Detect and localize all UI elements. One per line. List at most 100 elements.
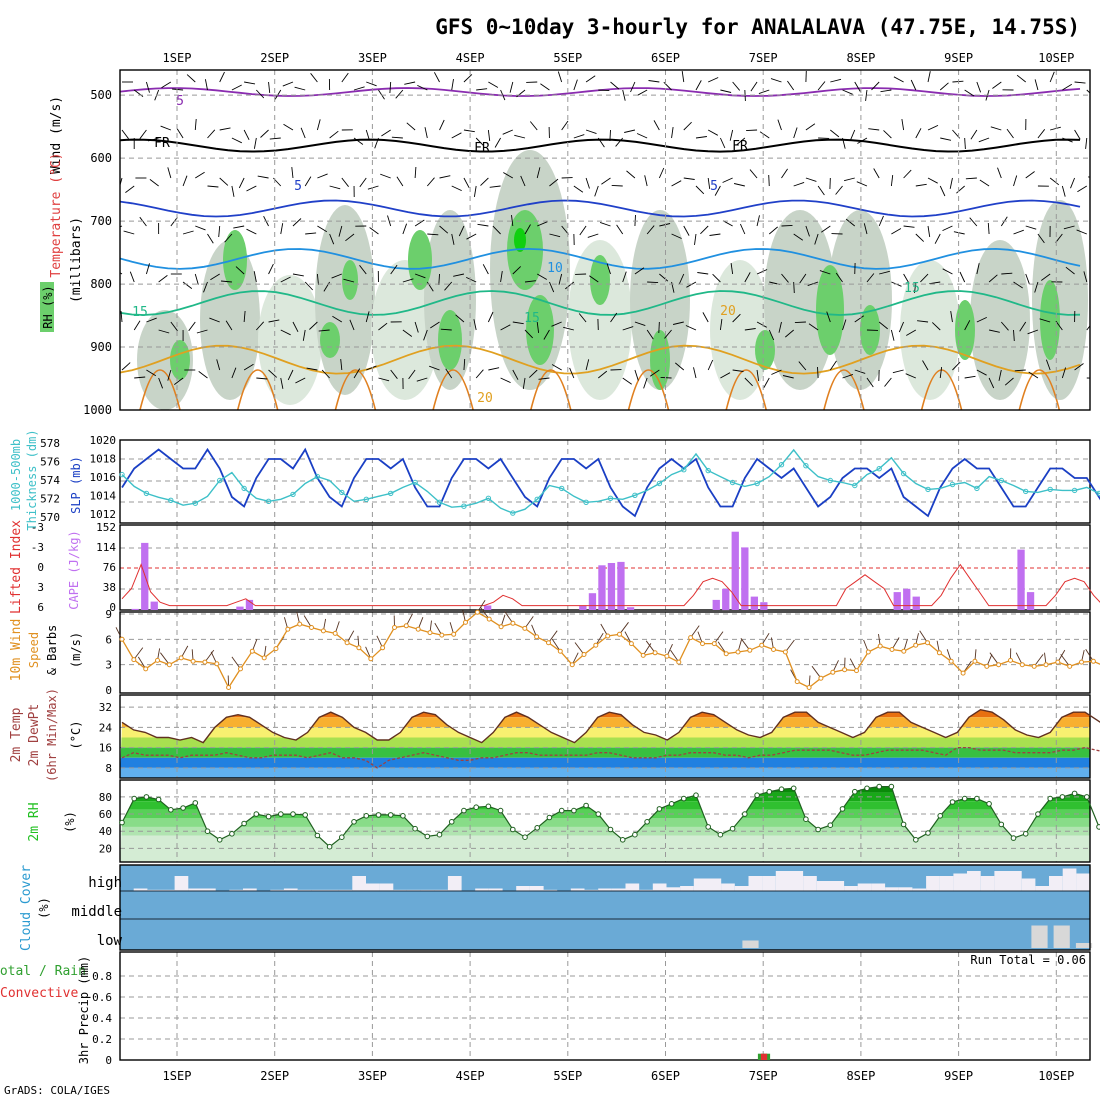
precip-tick: 0.6 (92, 991, 112, 1004)
wind-barb (500, 324, 511, 331)
cloud-high-bar (447, 876, 462, 891)
wind-speed-point (901, 648, 907, 654)
wind-barb (402, 223, 408, 235)
rh2m-point (1010, 835, 1017, 841)
wind-barb (427, 233, 439, 236)
wind-barb (473, 319, 477, 331)
wind-speed-point (297, 621, 303, 627)
wind-barb (1019, 321, 1027, 332)
wind-barb (207, 185, 219, 188)
wind-barb (492, 225, 501, 235)
wind-barb (439, 119, 445, 131)
wind-barb (1013, 281, 1023, 289)
li-tick: 0 (37, 561, 44, 574)
thickness-point (461, 503, 467, 509)
wind-speed-point (498, 624, 504, 630)
wind-barb (599, 221, 611, 227)
cloud-high-bar (967, 871, 981, 891)
thickness-tick: 574 (40, 474, 60, 487)
wind-barb (283, 123, 294, 131)
warm-isotherm (139, 369, 181, 410)
wind-barb (585, 177, 590, 189)
wind-barb (196, 329, 208, 334)
wind-barb (477, 223, 489, 227)
wind-barb (878, 321, 888, 330)
wind-barb (770, 78, 782, 83)
wind-barb (482, 264, 489, 275)
wind-barb (1037, 129, 1046, 139)
wind-barb (709, 233, 721, 236)
wind-barb (671, 127, 674, 139)
wind-barb (842, 89, 853, 95)
wind-barb (987, 222, 990, 235)
wind-speed-point (344, 640, 350, 646)
rh2m-point (1035, 811, 1041, 817)
wind-barb (424, 127, 428, 139)
rh2m-point (351, 819, 357, 825)
wind-barb (302, 329, 306, 341)
wind-barb (708, 77, 719, 83)
cloud-low-bar (1031, 925, 1048, 948)
wind-barb (866, 377, 874, 388)
wind-speed-point (178, 655, 184, 661)
cloud-high-bar (379, 883, 394, 891)
wind-barb (898, 321, 905, 333)
wind-speed-point (202, 659, 208, 665)
wind-speed-point (1090, 658, 1096, 664)
wind-barb (243, 310, 246, 323)
rh2m-point (510, 826, 516, 833)
wind-barb (845, 218, 856, 227)
wind-speed-point (1019, 662, 1025, 668)
temp-band (120, 737, 1090, 748)
wind-barb (309, 321, 318, 330)
wind-speed-point (830, 669, 836, 675)
wind-barb (1070, 177, 1075, 189)
cloud-high-bar (174, 876, 189, 891)
wind-barb (366, 81, 377, 87)
wind-barb (329, 233, 335, 245)
thickness-point (852, 482, 858, 489)
wind-barb (573, 79, 578, 91)
wind-barb (466, 233, 477, 240)
cape-tick: 152 (96, 521, 116, 534)
wind-speed-point (166, 662, 172, 668)
thickness-point (1096, 490, 1100, 497)
wind-barb (139, 216, 147, 227)
wind-barb (549, 178, 559, 187)
wind-barb (391, 136, 403, 139)
cloud-high-bar (734, 886, 749, 891)
rh2m-point (119, 819, 125, 826)
rh2m-point (766, 788, 773, 795)
rh-area (258, 275, 322, 405)
wind-barb (634, 321, 646, 327)
cape-bar (579, 605, 587, 610)
wind-speed-point (332, 630, 338, 636)
cape-axis-label: CAPE (J/kg) (67, 530, 81, 609)
wind-barb (952, 361, 961, 371)
cloud-high-bar (543, 889, 558, 892)
cloud-high-bar (133, 888, 148, 891)
cape-tick: 38 (103, 581, 116, 594)
wind-barb (578, 313, 587, 323)
rh2m-point (705, 824, 712, 830)
date-label-top: 9SEP (944, 51, 973, 65)
wind-barb (695, 136, 707, 139)
wind-barb (473, 185, 477, 197)
thickness-tick: 576 (40, 456, 60, 469)
wind-barb (922, 360, 929, 371)
wind-speed-point (960, 670, 966, 676)
wind-barb (416, 377, 428, 382)
cape-bar (1017, 549, 1025, 610)
wind-barb (675, 362, 685, 371)
rh2m-point (168, 807, 174, 813)
wind-barb (814, 233, 819, 245)
rh2m-point (656, 806, 663, 812)
thickness-line (121, 448, 1100, 514)
thickness-point (314, 473, 321, 480)
wind-barb (750, 81, 758, 92)
cape-bar (750, 596, 758, 610)
wind-barb (873, 168, 880, 179)
rh2m-point (216, 837, 223, 843)
wind-barb (781, 224, 793, 227)
wind-barb (1076, 229, 1087, 235)
